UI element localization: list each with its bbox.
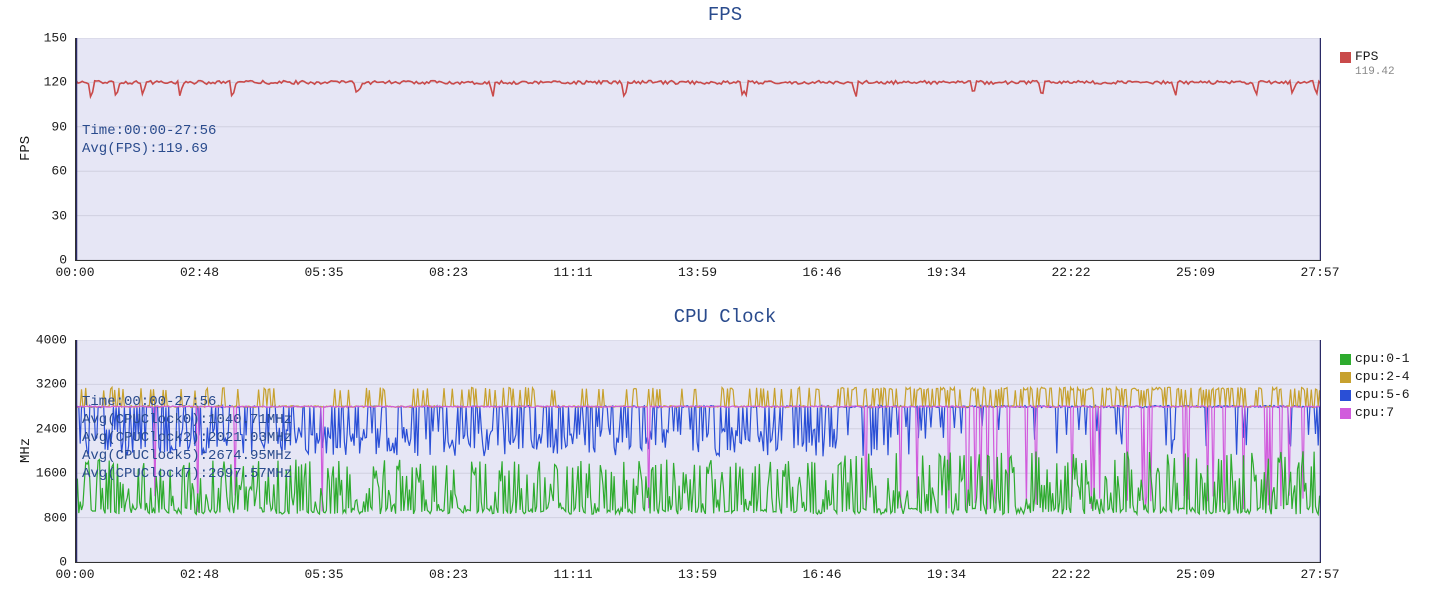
legend-swatch [1340,52,1351,63]
overlay-line: Avg(FPS):119.69 [82,140,216,158]
cpu-info-overlay: Time:00:00-27:56Avg(CPUClock0):1040.71MH… [82,393,292,483]
x-tick-label: 00:00 [55,265,94,280]
fps-plot-area[interactable]: Time:00:00-27:56Avg(FPS):119.69 [75,38,1321,261]
x-tick-label: 22:22 [1051,265,1090,280]
y-tick-label: 4000 [0,333,67,348]
fps-chart-title: FPS [0,4,1450,26]
x-tick-label: 13:59 [678,265,717,280]
x-tick-label: 11:11 [553,265,592,280]
x-tick-label: 25:09 [1176,567,1215,582]
overlay-line: Avg(CPUClock5):2674.95MHz [82,447,292,465]
y-tick-label: 2400 [0,421,67,436]
cpu-chart-title: CPU Clock [0,306,1450,328]
x-tick-label: 00:00 [55,567,94,582]
legend-swatch [1340,354,1351,365]
x-tick-label: 19:34 [927,567,966,582]
overlay-line: Avg(CPUClock2):2021.03MHz [82,429,292,447]
x-tick-label: 13:59 [678,567,717,582]
legend-item[interactable]: cpu:2-4 [1340,368,1410,386]
fps-info-overlay: Time:00:00-27:56Avg(FPS):119.69 [82,122,216,158]
fps-plot-svg [76,38,1321,260]
legend-item[interactable]: cpu:7 [1340,404,1410,422]
x-tick-label: 27:57 [1300,265,1339,280]
legend-label: cpu:7 [1355,404,1394,422]
y-tick-label: 90 [0,119,67,134]
legend-swatch [1340,408,1351,419]
fps-y-axis-label: FPS [18,136,34,161]
y-tick-label: 150 [0,31,67,46]
y-tick-label: 60 [0,164,67,179]
x-tick-label: 19:34 [927,265,966,280]
x-tick-label: 25:09 [1176,265,1215,280]
overlay-line: Time:00:00-27:56 [82,393,292,411]
legend-swatch [1340,372,1351,383]
x-tick-label: 16:46 [802,265,841,280]
legend-value: 119.42 [1355,66,1395,79]
fps-legend: FPS119.42 [1340,48,1395,79]
cpu-plot-area[interactable]: Time:00:00-27:56Avg(CPUClock0):1040.71MH… [75,340,1321,563]
legend-label: cpu:2-4 [1355,368,1410,386]
overlay-line: Avg(CPUClock0):1040.71MHz [82,411,292,429]
x-tick-label: 16:46 [802,567,841,582]
x-tick-label: 22:22 [1051,567,1090,582]
x-tick-label: 05:35 [304,567,343,582]
overlay-line: Time:00:00-27:56 [82,122,216,140]
y-tick-label: 3200 [0,377,67,392]
x-tick-label: 05:35 [304,265,343,280]
legend-item[interactable]: cpu:0-1 [1340,350,1410,368]
x-tick-label: 27:57 [1300,567,1339,582]
y-tick-label: 120 [0,75,67,90]
legend-item[interactable]: FPS [1340,48,1395,66]
y-tick-label: 800 [0,510,67,525]
x-tick-label: 08:23 [429,265,468,280]
y-tick-label: 30 [0,208,67,223]
y-tick-label: 1600 [0,466,67,481]
x-tick-label: 08:23 [429,567,468,582]
cpu-legend: cpu:0-1cpu:2-4cpu:5-6cpu:7 [1340,350,1410,422]
x-tick-label: 02:48 [180,567,219,582]
legend-label: cpu:0-1 [1355,350,1410,368]
legend-label: cpu:5-6 [1355,386,1410,404]
legend-item[interactable]: cpu:5-6 [1340,386,1410,404]
cpu-y-axis-label: MHz [18,438,34,463]
overlay-line: Avg(CPUClock7):2697.57MHz [82,465,292,483]
legend-label: FPS [1355,48,1378,66]
x-tick-label: 11:11 [553,567,592,582]
legend-swatch [1340,390,1351,401]
x-tick-label: 02:48 [180,265,219,280]
